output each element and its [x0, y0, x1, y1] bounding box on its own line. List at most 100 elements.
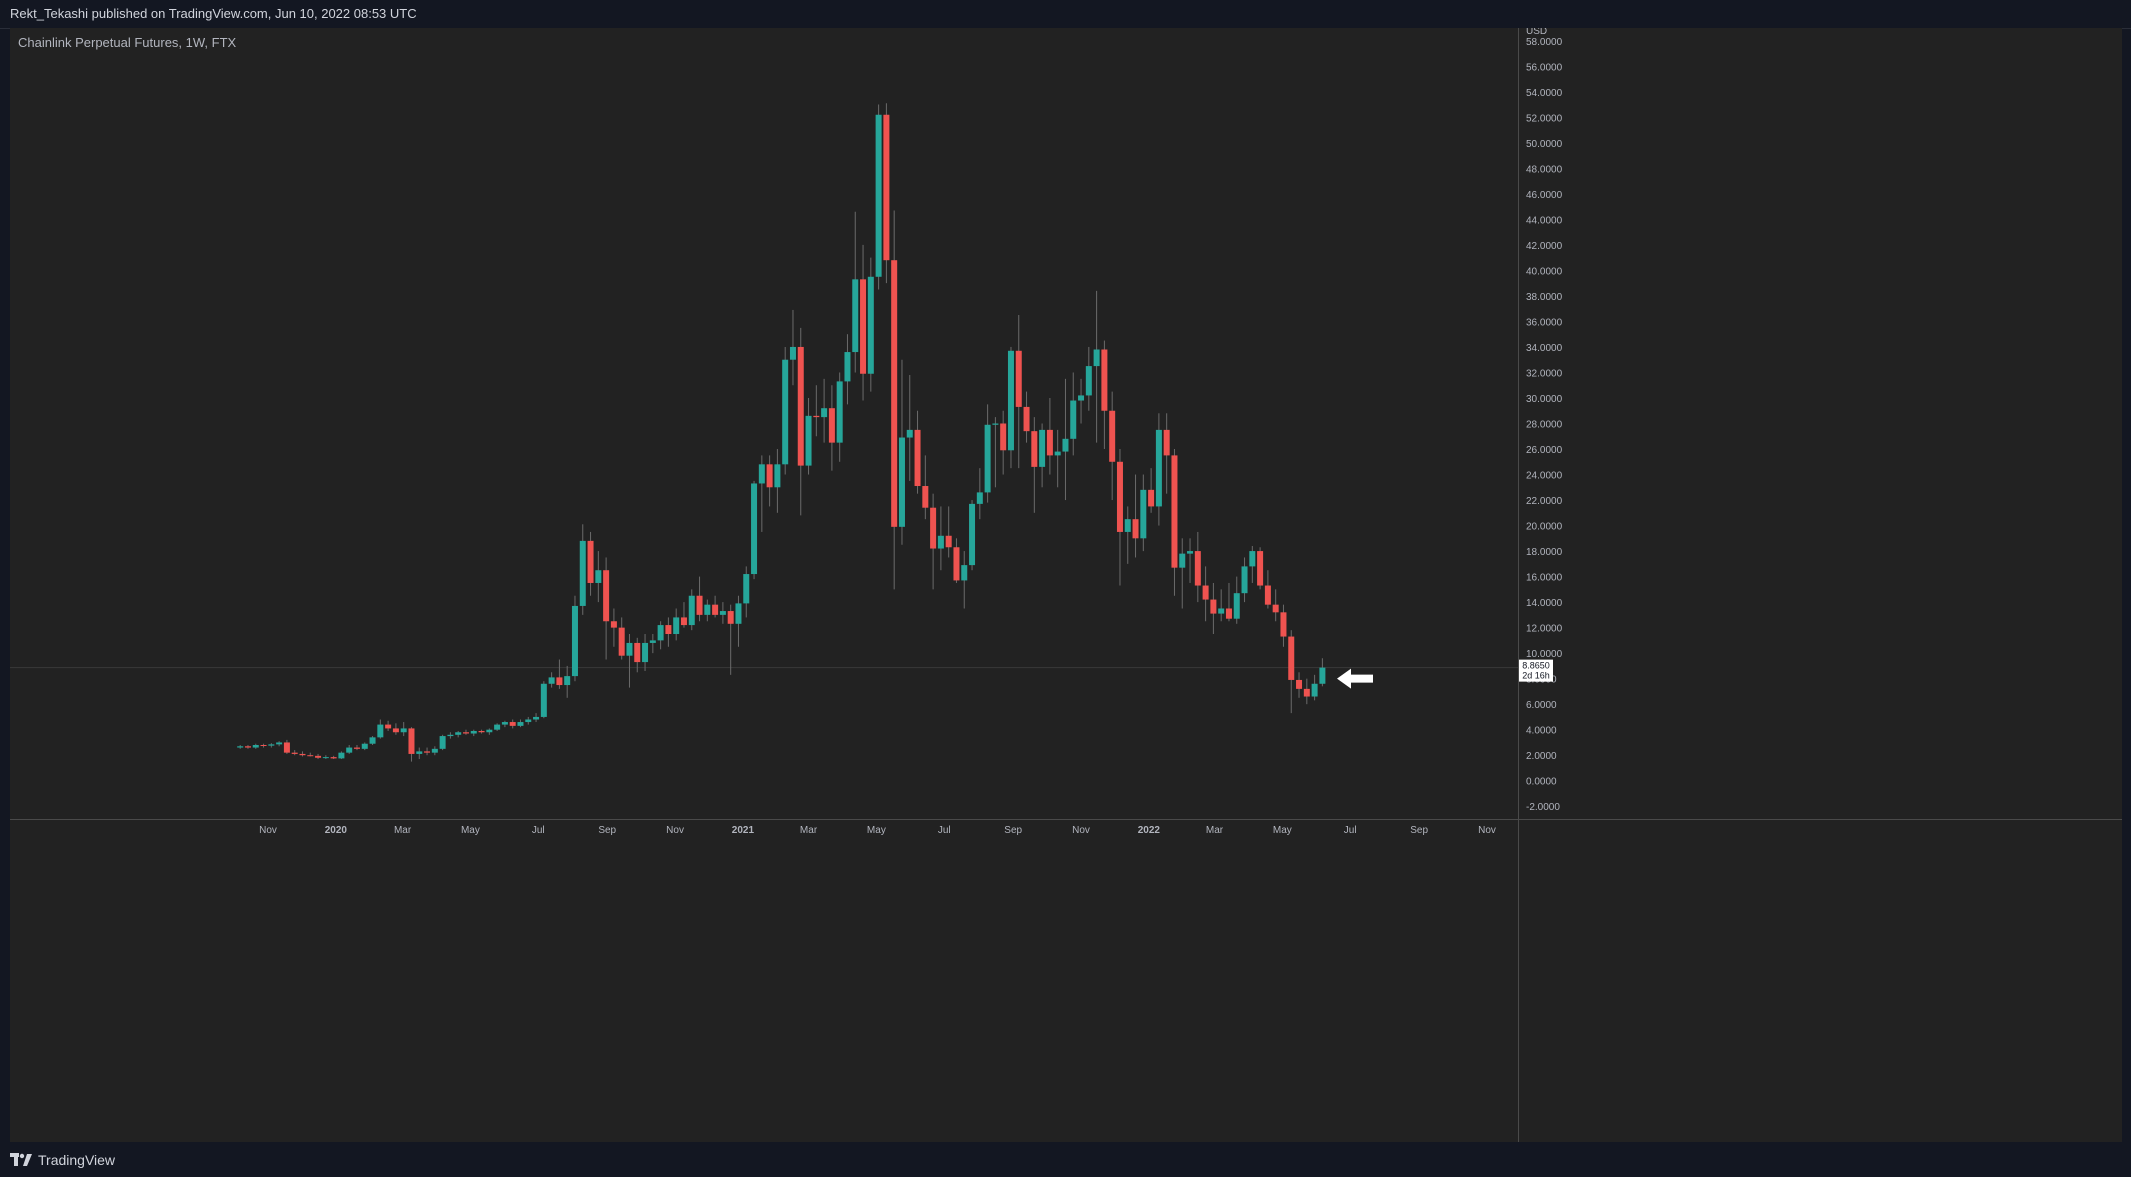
candle[interactable]	[431, 746, 438, 756]
candle[interactable]	[1194, 531, 1201, 603]
candle[interactable]	[315, 753, 322, 760]
candle[interactable]	[1218, 589, 1225, 622]
candle[interactable]	[1155, 413, 1162, 526]
candle[interactable]	[805, 397, 812, 475]
candle[interactable]	[501, 720, 508, 728]
candle[interactable]	[548, 672, 555, 688]
candle[interactable]	[307, 752, 314, 757]
candle[interactable]	[789, 309, 796, 386]
candle[interactable]	[673, 608, 680, 641]
candle[interactable]	[914, 410, 921, 494]
candle[interactable]	[595, 551, 602, 603]
candle[interactable]	[424, 747, 431, 756]
candle[interactable]	[462, 729, 469, 735]
candle[interactable]	[1187, 538, 1194, 583]
candle[interactable]	[330, 755, 337, 760]
candle[interactable]	[1070, 372, 1077, 456]
candle[interactable]	[369, 736, 376, 746]
candle[interactable]	[976, 468, 983, 520]
candle[interactable]	[719, 602, 726, 624]
candle[interactable]	[556, 659, 563, 689]
candle[interactable]	[751, 480, 758, 580]
candle[interactable]	[276, 741, 283, 747]
candle[interactable]	[400, 722, 407, 737]
candle[interactable]	[1257, 547, 1264, 590]
candle[interactable]	[1015, 315, 1022, 469]
candle[interactable]	[1225, 582, 1232, 622]
candle[interactable]	[930, 493, 937, 590]
candle[interactable]	[392, 723, 399, 735]
candle[interactable]	[1062, 378, 1069, 501]
candle[interactable]	[1171, 449, 1178, 596]
candle[interactable]	[494, 723, 501, 731]
candle[interactable]	[1319, 658, 1326, 687]
candle[interactable]	[969, 500, 976, 571]
candle[interactable]	[603, 557, 610, 660]
candle[interactable]	[533, 713, 540, 723]
candle[interactable]	[1163, 413, 1170, 494]
candle[interactable]	[1116, 449, 1123, 586]
candle[interactable]	[517, 719, 524, 728]
candle[interactable]	[252, 743, 259, 749]
candle[interactable]	[1054, 429, 1061, 488]
candle[interactable]	[984, 404, 991, 503]
chart-area[interactable]: -2.00000.00002.00004.00006.00008.000010.…	[10, 28, 2122, 1142]
candle[interactable]	[1046, 397, 1053, 475]
candle[interactable]	[1085, 346, 1092, 411]
candle[interactable]	[1023, 391, 1030, 443]
candle[interactable]	[408, 727, 415, 762]
candle[interactable]	[1303, 678, 1310, 705]
candle[interactable]	[470, 729, 477, 737]
candle[interactable]	[1296, 672, 1303, 698]
candle[interactable]	[1241, 557, 1248, 603]
candle[interactable]	[1000, 410, 1007, 475]
candle[interactable]	[1280, 604, 1287, 647]
brand[interactable]: TradingView	[10, 1152, 115, 1168]
candle[interactable]	[1007, 346, 1014, 469]
candle[interactable]	[291, 750, 298, 756]
candle[interactable]	[922, 455, 929, 520]
candle[interactable]	[961, 551, 968, 609]
candle[interactable]	[937, 506, 944, 571]
candle[interactable]	[361, 742, 368, 751]
candle[interactable]	[649, 634, 656, 654]
candle[interactable]	[665, 617, 672, 647]
candle[interactable]	[774, 449, 781, 513]
candle[interactable]	[992, 417, 999, 488]
candle[interactable]	[338, 751, 345, 760]
candle[interactable]	[416, 747, 423, 760]
candle[interactable]	[540, 681, 547, 719]
candle[interactable]	[237, 745, 244, 749]
candle[interactable]	[758, 455, 765, 532]
candle[interactable]	[891, 210, 898, 590]
candle[interactable]	[836, 372, 843, 462]
candle[interactable]	[299, 751, 306, 757]
candle[interactable]	[618, 617, 625, 660]
candle[interactable]	[346, 745, 353, 754]
candle[interactable]	[447, 732, 454, 739]
candle[interactable]	[1288, 630, 1295, 714]
candle[interactable]	[696, 576, 703, 622]
candle[interactable]	[1031, 417, 1038, 513]
candle[interactable]	[1078, 378, 1085, 424]
candle[interactable]	[1249, 545, 1256, 583]
candle[interactable]	[688, 589, 695, 631]
candle[interactable]	[680, 602, 687, 628]
candle[interactable]	[743, 566, 750, 618]
candle[interactable]	[1264, 570, 1271, 609]
candle[interactable]	[852, 211, 859, 373]
candle[interactable]	[704, 599, 711, 622]
candle[interactable]	[844, 334, 851, 405]
candle[interactable]	[626, 634, 633, 688]
candle[interactable]	[610, 608, 617, 647]
candle[interactable]	[1272, 589, 1279, 622]
candle[interactable]	[1109, 391, 1116, 501]
candle[interactable]	[945, 506, 952, 558]
candle[interactable]	[525, 716, 532, 725]
candle[interactable]	[657, 621, 664, 650]
candle[interactable]	[906, 375, 913, 481]
candle[interactable]	[828, 385, 835, 471]
candlestick-chart[interactable]: -2.00000.00002.00004.00006.00008.000010.…	[10, 28, 2122, 1142]
candle[interactable]	[283, 739, 290, 754]
candle[interactable]	[1202, 566, 1209, 622]
